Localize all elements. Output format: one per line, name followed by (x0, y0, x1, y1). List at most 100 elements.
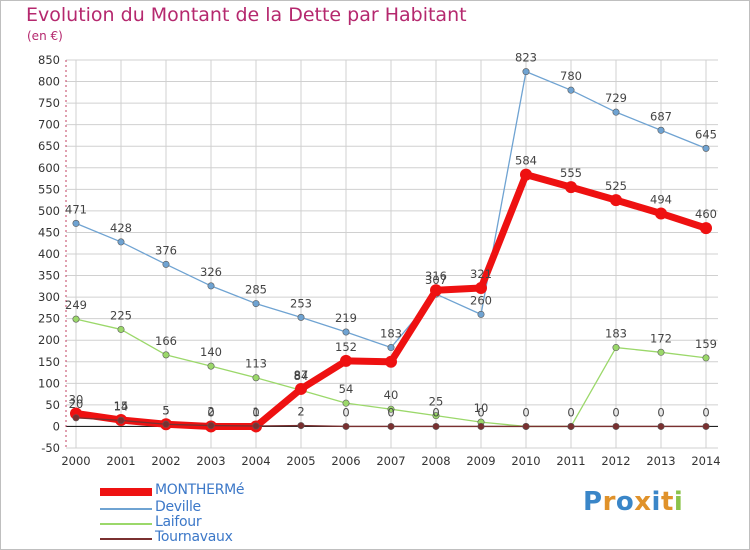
y-tick-label: 750 (38, 96, 60, 110)
x-tick-label: 2014 (691, 454, 720, 468)
data-label: 823 (515, 51, 537, 65)
data-point (297, 422, 305, 430)
data-point (477, 422, 485, 430)
y-tick-label: 600 (38, 161, 60, 175)
data-point (475, 282, 487, 295)
data-point (207, 362, 215, 370)
data-point (657, 348, 665, 356)
y-tick-label: 500 (38, 204, 60, 218)
y-tick-label: 300 (38, 290, 60, 304)
x-tick-label: 2002 (151, 454, 180, 468)
data-point (162, 351, 170, 359)
data-label: 5 (162, 403, 169, 417)
data-point (520, 168, 532, 181)
legend-swatch-monthermé (100, 488, 152, 496)
data-label: 2 (297, 405, 304, 419)
data-label: 525 (605, 179, 627, 193)
data-point (72, 219, 80, 227)
x-tick-label: 2012 (601, 454, 630, 468)
data-point (655, 207, 667, 220)
data-point (207, 422, 215, 430)
y-tick-label: 700 (38, 118, 60, 132)
data-point (252, 300, 260, 308)
data-label: 249 (65, 298, 87, 312)
data-label: 87 (294, 368, 309, 382)
proxiti-logo: Proxiti (583, 487, 684, 517)
legend-label-laifour: Laifour (155, 514, 202, 530)
data-label: 166 (155, 334, 177, 348)
data-label: 140 (200, 345, 222, 359)
y-tick-label: -50 (41, 441, 60, 455)
data-point (117, 238, 125, 246)
data-label: 113 (245, 357, 267, 371)
data-label: 84 (294, 369, 309, 383)
data-label: 326 (200, 265, 222, 279)
y-tick-label: 50 (45, 398, 60, 412)
data-point (432, 422, 440, 430)
y-tick-label: 450 (38, 225, 60, 239)
legend-swatch-deville (100, 508, 152, 510)
unit-note: (en €) (27, 29, 63, 43)
data-point (117, 325, 125, 333)
y-tick-label: 100 (38, 376, 60, 390)
data-point (387, 405, 395, 413)
data-label: 25 (429, 395, 444, 409)
data-label: 15 (114, 399, 129, 413)
data-label: 584 (515, 154, 537, 168)
data-label: 1 (252, 405, 259, 419)
x-tick-label: 2004 (241, 454, 270, 468)
x-tick-label: 2006 (331, 454, 360, 468)
y-tick-label: 800 (38, 75, 60, 89)
data-label: 285 (245, 283, 267, 297)
data-point (117, 416, 125, 424)
data-label: 376 (155, 243, 177, 257)
data-point (342, 328, 350, 336)
y-tick-label: 850 (38, 53, 60, 67)
data-point (72, 414, 80, 422)
data-point (657, 422, 665, 430)
data-point (162, 260, 170, 268)
legend-swatch-tournavaux (100, 538, 152, 540)
data-label: 0 (342, 405, 349, 419)
data-point (297, 313, 305, 321)
data-label: 0 (522, 405, 529, 419)
x-tick-label: 2005 (286, 454, 315, 468)
y-tick-label: 650 (38, 139, 60, 153)
data-label: 0 (612, 405, 619, 419)
data-point (207, 282, 215, 290)
data-point (477, 310, 485, 318)
data-label: 172 (650, 331, 672, 345)
data-label: 260 (470, 293, 492, 307)
data-label: 0 (702, 405, 709, 419)
data-point (610, 194, 622, 207)
data-label: 253 (290, 296, 312, 310)
data-label: 645 (695, 127, 717, 141)
data-point (295, 382, 307, 395)
legend-swatch-laifour (100, 523, 152, 525)
y-tick-label: 150 (38, 355, 60, 369)
x-tick-label: 2000 (61, 454, 90, 468)
data-point (387, 422, 395, 430)
data-point (430, 284, 442, 297)
data-label: 471 (65, 202, 87, 216)
data-point (252, 422, 260, 430)
data-label: 316 (425, 269, 447, 283)
data-label: 494 (650, 192, 672, 206)
data-point (702, 422, 710, 430)
data-point (342, 422, 350, 430)
data-point (522, 422, 530, 430)
data-label: 5 (162, 403, 169, 417)
data-label: 0 (432, 405, 439, 419)
data-label: 40 (384, 388, 399, 402)
data-label: 14 (114, 399, 129, 413)
y-tick-label: 400 (38, 247, 60, 261)
data-label: 729 (605, 91, 627, 105)
data-label: 183 (380, 327, 402, 341)
x-tick-label: 2011 (556, 454, 585, 468)
data-point (387, 344, 395, 352)
data-label: 2 (207, 405, 214, 419)
data-point (72, 315, 80, 323)
data-label: 460 (695, 207, 717, 221)
data-label: 321 (470, 267, 492, 281)
legend-label-monthermé: MONTHERMé (155, 482, 245, 498)
